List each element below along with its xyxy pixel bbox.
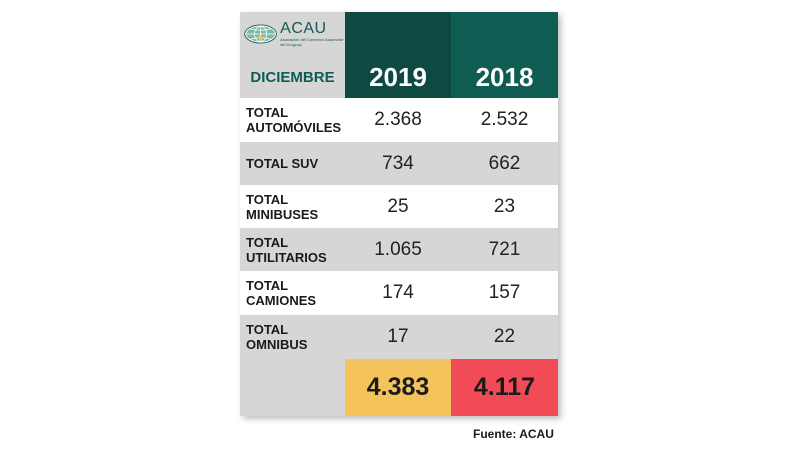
row-label: TOTAL SUV — [240, 142, 345, 185]
month-label: DICIEMBRE — [240, 56, 345, 98]
globe-icon — [244, 24, 277, 44]
row-label: TOTAL UTILITARIOS — [240, 228, 345, 271]
value-2018: 2.532 — [480, 109, 529, 130]
row-label-line1: TOTAL — [246, 191, 289, 207]
value-2018: 662 — [488, 152, 521, 174]
row-label: TOTAL MINIBUSES — [240, 185, 345, 228]
value-2019: 734 — [382, 152, 414, 174]
total-2019: 4.383 — [345, 359, 451, 416]
row-label-line2: AUTOMÓVILES — [246, 120, 342, 135]
value-2019: 174 — [382, 282, 414, 303]
value-2018: 22 — [493, 326, 516, 347]
logo-name: ACAU — [280, 20, 327, 37]
value-2019: 2.368 — [374, 109, 422, 130]
table-row: TOTAL CAMIONES 174 157 — [240, 271, 558, 315]
row-label-line1: TOTAL SUV — [246, 156, 319, 171]
header-blank-2019 — [345, 12, 451, 56]
row-label-line2: MINIBUSES — [246, 206, 319, 222]
table-top-row: ACAU Asociación del Comercio Automotor d… — [240, 12, 558, 56]
row-label-line1: TOTAL — [246, 105, 289, 120]
logo-subtitle: Asociación del Comercio Automotor del Ur… — [280, 37, 344, 47]
table-row: TOTAL MINIBUSES 25 23 — [240, 185, 558, 228]
totals-row: 4.383 4.117 — [240, 359, 558, 416]
row-label-line1: TOTAL — [246, 234, 289, 250]
row-label-line2: UTILITARIOS — [246, 249, 327, 265]
year-2019-header: 2019 — [345, 56, 451, 98]
table-row: TOTAL AUTOMÓVILES 2.368 2.532 — [240, 98, 558, 142]
table-row: TOTAL UTILITARIOS 1.065 721 — [240, 228, 558, 271]
value-2018: 157 — [488, 282, 521, 303]
row-label: TOTAL AUTOMÓVILES — [240, 98, 345, 142]
value-2019: 1.065 — [374, 238, 422, 260]
sales-table: ACAU Asociación del Comercio Automotor d… — [240, 12, 558, 416]
row-label-line2: OMNIBUS — [246, 337, 308, 352]
value-2018: 23 — [493, 195, 516, 217]
value-2019: 25 — [387, 195, 409, 217]
value-2019: 17 — [387, 326, 409, 347]
header-row: DICIEMBRE 2019 2018 — [240, 56, 558, 98]
total-2018: 4.117 — [451, 359, 558, 416]
row-label-line1: TOTAL — [246, 278, 289, 293]
value-2018: 721 — [488, 238, 521, 260]
row-label-line2: CAMIONES — [246, 293, 317, 308]
totals-label-blank — [240, 359, 345, 416]
row-label-line1: TOTAL — [246, 322, 289, 337]
table-row: TOTAL OMNIBUS 17 22 — [240, 315, 558, 359]
year-2018-header: 2018 — [451, 56, 558, 98]
row-label: TOTAL OMNIBUS — [240, 315, 345, 359]
source-note: Fuente: ACAU — [473, 427, 554, 441]
row-label: TOTAL CAMIONES — [240, 271, 345, 315]
header-blank-2018 — [451, 12, 558, 56]
table-row: TOTAL SUV 734 662 — [240, 142, 558, 185]
acau-logo: ACAU Asociación del Comercio Automotor d… — [240, 12, 345, 56]
